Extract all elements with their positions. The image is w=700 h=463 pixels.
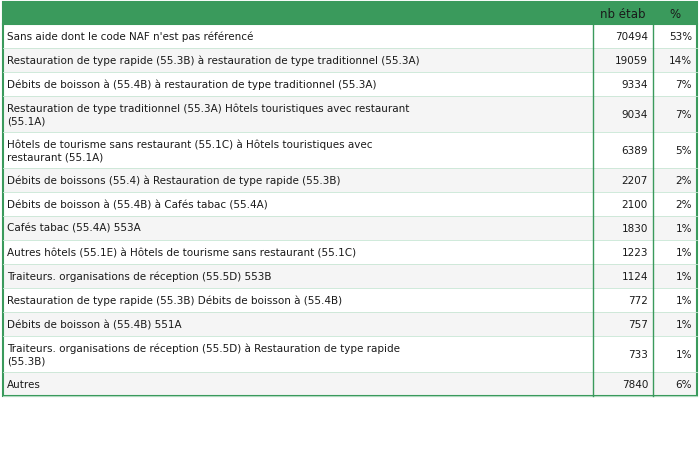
Text: Traiteurs. organisations de réception (55.5D) à Restauration de type rapide
(55.: Traiteurs. organisations de réception (5… (7, 343, 400, 366)
Text: Sans aide dont le code NAF n'est pas référencé: Sans aide dont le code NAF n'est pas réf… (7, 31, 253, 42)
Text: 2207: 2207 (622, 175, 648, 186)
Text: 53%: 53% (669, 32, 692, 42)
Text: Restauration de type rapide (55.3B) Débits de boisson à (55.4B): Restauration de type rapide (55.3B) Débi… (7, 295, 342, 306)
Text: 14%: 14% (669, 56, 692, 66)
Text: Restauration de type rapide (55.3B) à restauration de type traditionnel (55.3A): Restauration de type rapide (55.3B) à re… (7, 56, 419, 66)
Bar (3, 3, 697, 396)
Text: nb étab: nb étab (601, 7, 645, 20)
Text: 7840: 7840 (622, 379, 648, 389)
Bar (3, 264, 697, 288)
Text: 757: 757 (628, 319, 648, 329)
Text: 2%: 2% (676, 200, 692, 210)
Bar (3, 240, 697, 264)
Text: 1%: 1% (676, 224, 692, 233)
Bar (3, 49, 697, 73)
Bar (3, 288, 697, 313)
Bar (3, 313, 697, 336)
Bar (3, 193, 697, 217)
Text: 1%: 1% (676, 247, 692, 257)
Bar (3, 25, 697, 49)
Text: %: % (669, 7, 680, 20)
Text: Débits de boisson à (55.4B) à Cafés tabac (55.4A): Débits de boisson à (55.4B) à Cafés taba… (7, 200, 267, 210)
Bar (3, 336, 697, 372)
Text: 9034: 9034 (622, 110, 648, 120)
Text: Hôtels de tourisme sans restaurant (55.1C) à Hôtels touristiques avec
restaurant: Hôtels de tourisme sans restaurant (55.1… (7, 139, 372, 162)
Text: 1830: 1830 (622, 224, 648, 233)
Text: 6%: 6% (676, 379, 692, 389)
Text: 70494: 70494 (615, 32, 648, 42)
Text: 1%: 1% (676, 271, 692, 282)
Text: 772: 772 (628, 295, 648, 305)
Text: Traiteurs. organisations de réception (55.5D) 553B: Traiteurs. organisations de réception (5… (7, 271, 272, 282)
Text: 2%: 2% (676, 175, 692, 186)
Text: 1124: 1124 (622, 271, 648, 282)
Text: 7%: 7% (676, 110, 692, 120)
Text: Cafés tabac (55.4A) 553A: Cafés tabac (55.4A) 553A (7, 224, 141, 233)
Text: 19059: 19059 (615, 56, 648, 66)
Text: Débits de boisson à (55.4B) à restauration de type traditionnel (55.3A): Débits de boisson à (55.4B) à restaurati… (7, 80, 377, 90)
Text: 1%: 1% (676, 295, 692, 305)
Text: Autres: Autres (7, 379, 41, 389)
Text: 1%: 1% (676, 319, 692, 329)
Text: 1%: 1% (676, 349, 692, 359)
Bar (3, 97, 697, 133)
Text: Débits de boissons (55.4) à Restauration de type rapide (55.3B): Débits de boissons (55.4) à Restauration… (7, 175, 340, 186)
Bar (3, 217, 697, 240)
Bar (3, 73, 697, 97)
Bar (3, 169, 697, 193)
Bar (3, 372, 697, 396)
Text: 6389: 6389 (622, 146, 648, 156)
Text: 9334: 9334 (622, 80, 648, 90)
Text: 2100: 2100 (622, 200, 648, 210)
Bar (3, 133, 697, 169)
Text: 7%: 7% (676, 80, 692, 90)
Text: 733: 733 (628, 349, 648, 359)
Text: 5%: 5% (676, 146, 692, 156)
Text: Restauration de type traditionnel (55.3A) Hôtels touristiques avec restaurant
(5: Restauration de type traditionnel (55.3A… (7, 103, 409, 126)
Text: Autres hôtels (55.1E) à Hôtels de tourisme sans restaurant (55.1C): Autres hôtels (55.1E) à Hôtels de touris… (7, 247, 356, 257)
Text: 1223: 1223 (622, 247, 648, 257)
Bar (3, 3, 697, 25)
Text: Débits de boisson à (55.4B) 551A: Débits de boisson à (55.4B) 551A (7, 319, 181, 329)
Bar (3, 3, 697, 396)
